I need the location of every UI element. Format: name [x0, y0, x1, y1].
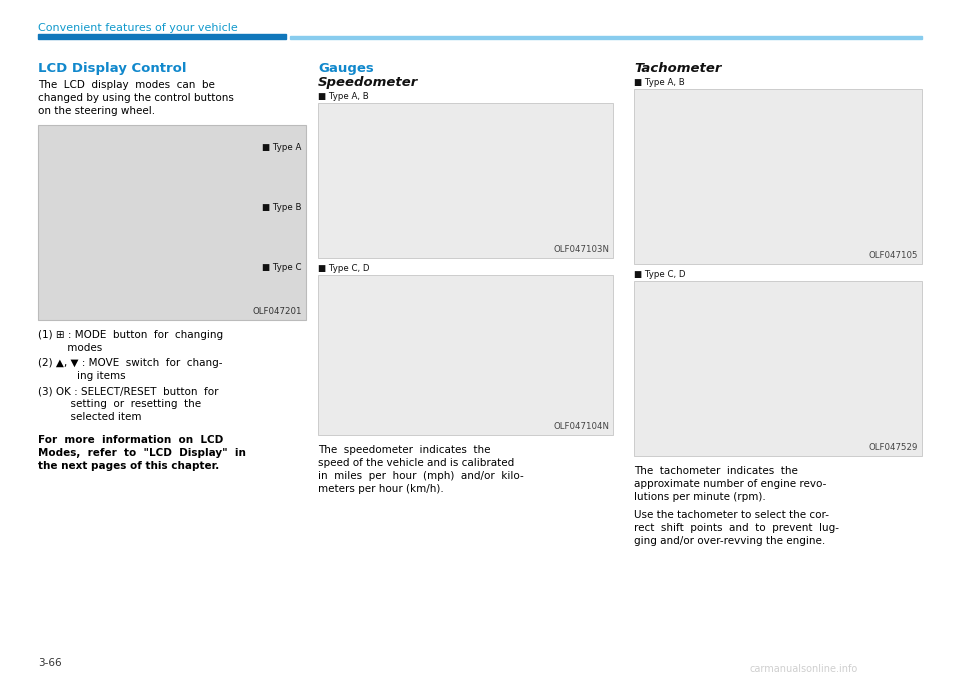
Text: selected item: selected item [38, 412, 141, 422]
Bar [38, 34, 286, 39]
Text: ■ Type A: ■ Type A [262, 143, 301, 152]
Text: the next pages of this chapter.: the next pages of this chapter. [38, 461, 219, 471]
Text: on the steering wheel.: on the steering wheel. [38, 106, 156, 116]
Text: approximate number of engine revo-: approximate number of engine revo- [634, 479, 827, 489]
Text: ■ Type C, D: ■ Type C, D [634, 270, 685, 279]
Text: The  speedometer  indicates  the: The speedometer indicates the [318, 445, 491, 455]
Text: 3-66: 3-66 [38, 658, 61, 668]
Text: OLF047201: OLF047201 [252, 307, 302, 316]
Text: (2) ▲, ▼ : MOVE  switch  for  chang-: (2) ▲, ▼ : MOVE switch for chang- [38, 358, 223, 368]
Text: rect  shift  points  and  to  prevent  lug-: rect shift points and to prevent lug- [634, 523, 839, 533]
Text: Convenient features of your vehicle: Convenient features of your vehicle [38, 23, 238, 33]
Text: ■ Type A, B: ■ Type A, B [634, 78, 684, 87]
Text: OLF047103N: OLF047103N [553, 245, 609, 254]
Text: The  LCD  display  modes  can  be: The LCD display modes can be [38, 80, 215, 90]
Text: Speedometer: Speedometer [318, 76, 419, 89]
Text: Gauges: Gauges [318, 62, 373, 75]
Bar [38, 125, 306, 320]
Text: setting  or  resetting  the: setting or resetting the [38, 399, 202, 409]
Text: Use the tachometer to select the cor-: Use the tachometer to select the cor- [634, 510, 829, 520]
Text: The  tachometer  indicates  the: The tachometer indicates the [634, 466, 798, 476]
Text: meters per hour (km/h).: meters per hour (km/h). [318, 484, 444, 494]
Text: ■ Type B: ■ Type B [261, 203, 301, 212]
Text: OLF047105: OLF047105 [869, 251, 918, 260]
Text: modes: modes [38, 343, 103, 353]
Bar [318, 275, 613, 435]
Text: ■ Type C: ■ Type C [261, 263, 301, 272]
Text: speed of the vehicle and is calibrated: speed of the vehicle and is calibrated [318, 458, 515, 468]
Bar [318, 103, 613, 258]
Text: (1) ⊞ : MODE  button  for  changing: (1) ⊞ : MODE button for changing [38, 330, 223, 340]
Text: OLF047529: OLF047529 [869, 443, 918, 452]
Text: LCD Display Control: LCD Display Control [38, 62, 186, 75]
Text: carmanualsonline.info: carmanualsonline.info [750, 664, 858, 674]
Text: ing items: ing items [38, 371, 126, 381]
Text: Modes,  refer  to  "LCD  Display"  in: Modes, refer to "LCD Display" in [38, 448, 246, 458]
Text: lutions per minute (rpm).: lutions per minute (rpm). [634, 492, 766, 502]
Text: in  miles  per  hour  (mph)  and/or  kilo-: in miles per hour (mph) and/or kilo- [318, 471, 524, 481]
Text: ■ Type A, B: ■ Type A, B [318, 92, 369, 101]
Bar [634, 89, 922, 264]
Text: (3) OK : SELECT/RESET  button  for: (3) OK : SELECT/RESET button for [38, 386, 219, 396]
Text: changed by using the control buttons: changed by using the control buttons [38, 93, 234, 103]
Text: OLF047104N: OLF047104N [553, 422, 609, 431]
Text: For  more  information  on  LCD: For more information on LCD [38, 435, 224, 445]
Bar [290, 36, 922, 39]
Text: Tachometer: Tachometer [634, 62, 721, 75]
Bar [634, 281, 922, 456]
Text: ■ Type C, D: ■ Type C, D [318, 264, 370, 273]
Text: ging and/or over-revving the engine.: ging and/or over-revving the engine. [634, 536, 826, 546]
